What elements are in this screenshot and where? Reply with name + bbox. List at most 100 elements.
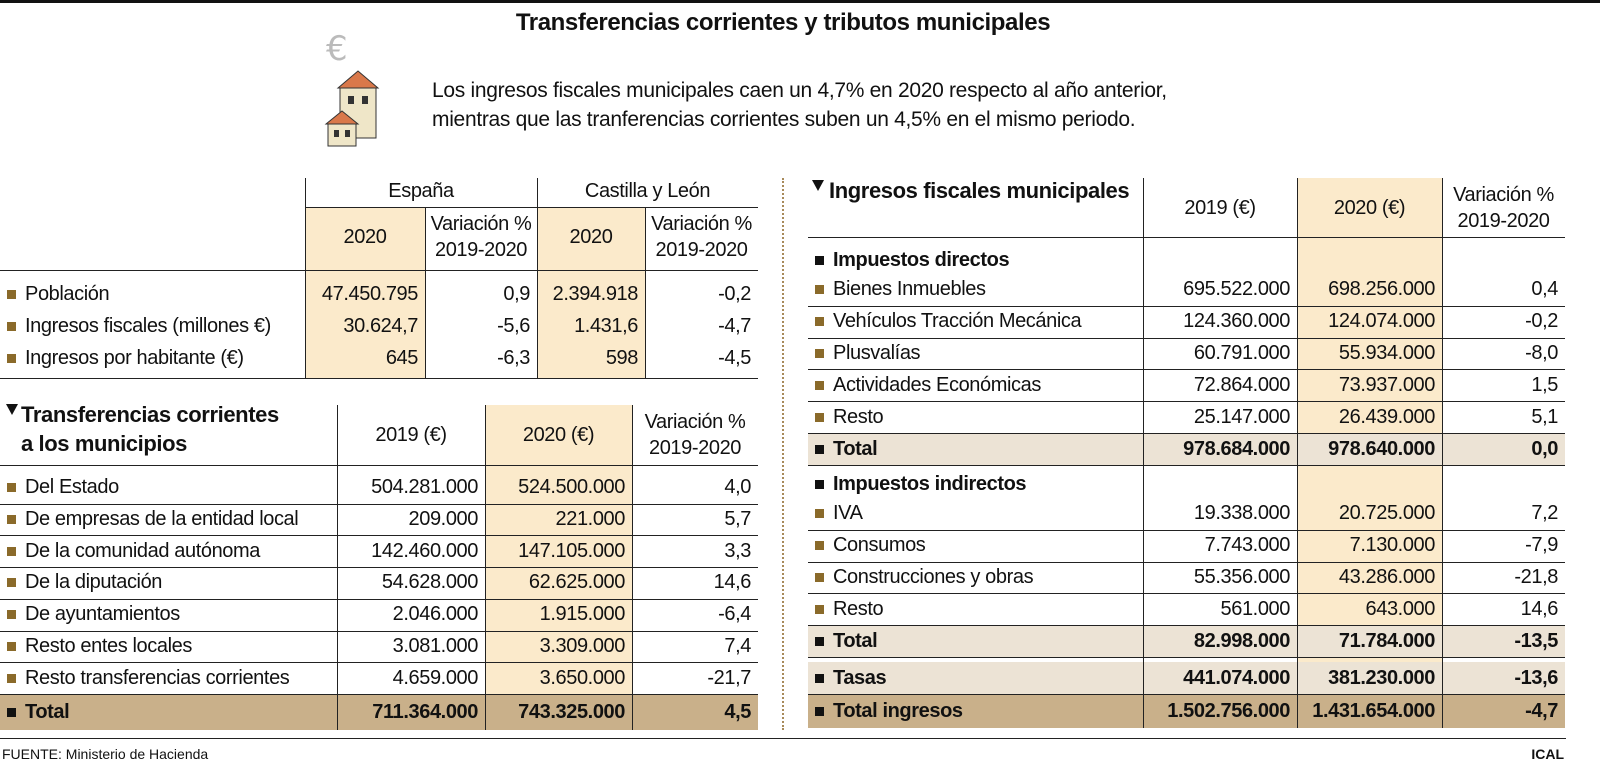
column-header: Variación % 2019-2020 <box>645 207 758 267</box>
row-label: Ingresos por habitante (€) <box>0 342 305 374</box>
row-rule <box>808 237 1565 238</box>
column-rule <box>337 405 338 730</box>
cell-background <box>485 405 632 694</box>
footer-rule <box>0 738 1566 739</box>
table-cell: 1,5 <box>1531 373 1558 396</box>
bullet <box>7 483 16 493</box>
bullet <box>815 706 824 716</box>
table-cell: -6,4 <box>718 603 751 626</box>
row-rule <box>0 631 758 632</box>
header-line: a los municipios <box>21 431 187 456</box>
table-cell: 1.502.756.000 <box>1167 699 1290 722</box>
label-text: Total <box>833 437 878 460</box>
row-rule <box>808 433 1565 434</box>
label-text: De la comunidad autónoma <box>25 539 260 562</box>
label-text: Impuestos indirectos <box>833 472 1027 495</box>
row-rule <box>0 662 758 663</box>
row-rule <box>0 378 758 379</box>
column-header: 2020 <box>537 207 645 267</box>
table-cell: 47.450.795 <box>321 282 419 305</box>
section-title: Transferencias corrientes a los municipio… <box>14 398 334 460</box>
label-text: Total <box>25 700 70 723</box>
row-label: IVA <box>808 498 1143 530</box>
table-cell: 62.625.000 <box>528 571 626 594</box>
bullet <box>7 321 16 331</box>
header-line: 2019-2020 <box>648 437 742 459</box>
table-cell: 2.394.918 <box>552 282 639 305</box>
table-cell: 14,6 <box>1520 597 1559 620</box>
table-cell: 19.338.000 <box>1193 502 1291 525</box>
row-rule <box>0 270 758 271</box>
row-label: Total <box>808 625 1143 657</box>
label-text: Resto entes locales <box>25 634 192 657</box>
header-line: 2019-2020 <box>655 239 748 261</box>
header-line: Variación % <box>1453 184 1554 206</box>
table-cell: -0,2 <box>718 282 751 305</box>
credit: ICAL <box>1531 746 1564 762</box>
column-rule <box>1143 178 1144 728</box>
table-cell: 26.439.000 <box>1338 405 1436 428</box>
subtitle-line: Los ingresos fiscales municipales caen u… <box>432 79 1167 102</box>
row-label: Plusvalías <box>808 338 1143 370</box>
table-cell: -13,6 <box>1514 666 1558 689</box>
row-label: Consumos <box>808 530 1143 562</box>
header-line: 2020 <box>343 226 387 248</box>
bullet <box>7 610 16 620</box>
label-text: Vehículos Tracción Mecánica <box>833 310 1082 333</box>
row-label: Tasas <box>808 662 1143 694</box>
row-rule <box>808 369 1565 370</box>
header-line: 2020 (€) <box>1333 197 1406 219</box>
bullet <box>815 479 824 489</box>
label-text: Consumos <box>833 534 926 557</box>
row-label: Bienes Inmuebles <box>808 274 1143 306</box>
column-header: 2020 <box>305 207 425 267</box>
cell-background <box>305 207 425 378</box>
label-text: Resto <box>833 597 884 620</box>
table-cell: 25.147.000 <box>1193 405 1291 428</box>
table-cell: 381.230.000 <box>1328 666 1435 689</box>
row-label: Resto transferencias corrientes <box>0 662 337 694</box>
separator <box>782 178 784 730</box>
column-rule <box>632 405 633 730</box>
table-cell: 43.286.000 <box>1338 565 1436 588</box>
table-cell: 698.256.000 <box>1328 278 1435 301</box>
row-rule <box>808 593 1565 594</box>
table-cell: -13,5 <box>1514 629 1558 652</box>
table-cell: 643.000 <box>1365 597 1436 620</box>
bullet <box>815 380 824 390</box>
row-label: Construcciones y obras <box>808 562 1143 594</box>
table-cell: -5,6 <box>497 314 530 337</box>
row-label: De ayuntamientos <box>0 599 337 631</box>
row-rule <box>808 625 1565 626</box>
label-text: Población <box>25 282 110 305</box>
table-cell: -7,9 <box>1525 534 1558 557</box>
section-title: Ingresos fiscales municipales <box>829 178 1130 203</box>
table-cell: 124.360.000 <box>1183 310 1290 333</box>
bullet <box>7 673 16 683</box>
table-cell: 5,7 <box>724 508 751 531</box>
top-rule <box>0 0 1600 3</box>
subtitle-line: mientras que las tranferencias corriente… <box>432 108 1136 131</box>
table-cell: 0,9 <box>503 282 530 305</box>
bullet <box>815 285 824 295</box>
table-cell: 7,2 <box>1531 502 1558 525</box>
row-rule <box>0 599 758 600</box>
table-cell: 978.640.000 <box>1328 437 1435 460</box>
column-header: 2020 (€) <box>1297 178 1442 238</box>
label-text: Total <box>833 629 878 652</box>
header-line: Variación % <box>644 411 746 433</box>
table-cell: 743.325.000 <box>518 700 625 723</box>
table-cell: -21,8 <box>1514 565 1558 588</box>
bullet <box>815 412 824 422</box>
label-text: Construcciones y obras <box>833 565 1034 588</box>
table-cell: 20.725.000 <box>1338 502 1436 525</box>
bullet <box>815 509 824 519</box>
column-rule <box>645 207 646 378</box>
table-cell: 711.364.000 <box>372 700 478 723</box>
table-cell: 71.784.000 <box>1338 629 1436 652</box>
table-cell: 142.460.000 <box>371 539 478 562</box>
row-label: Vehículos Tracción Mecánica <box>808 306 1143 338</box>
cell-background <box>808 694 1565 728</box>
label-text: Ingresos por habitante (€) <box>25 346 244 369</box>
